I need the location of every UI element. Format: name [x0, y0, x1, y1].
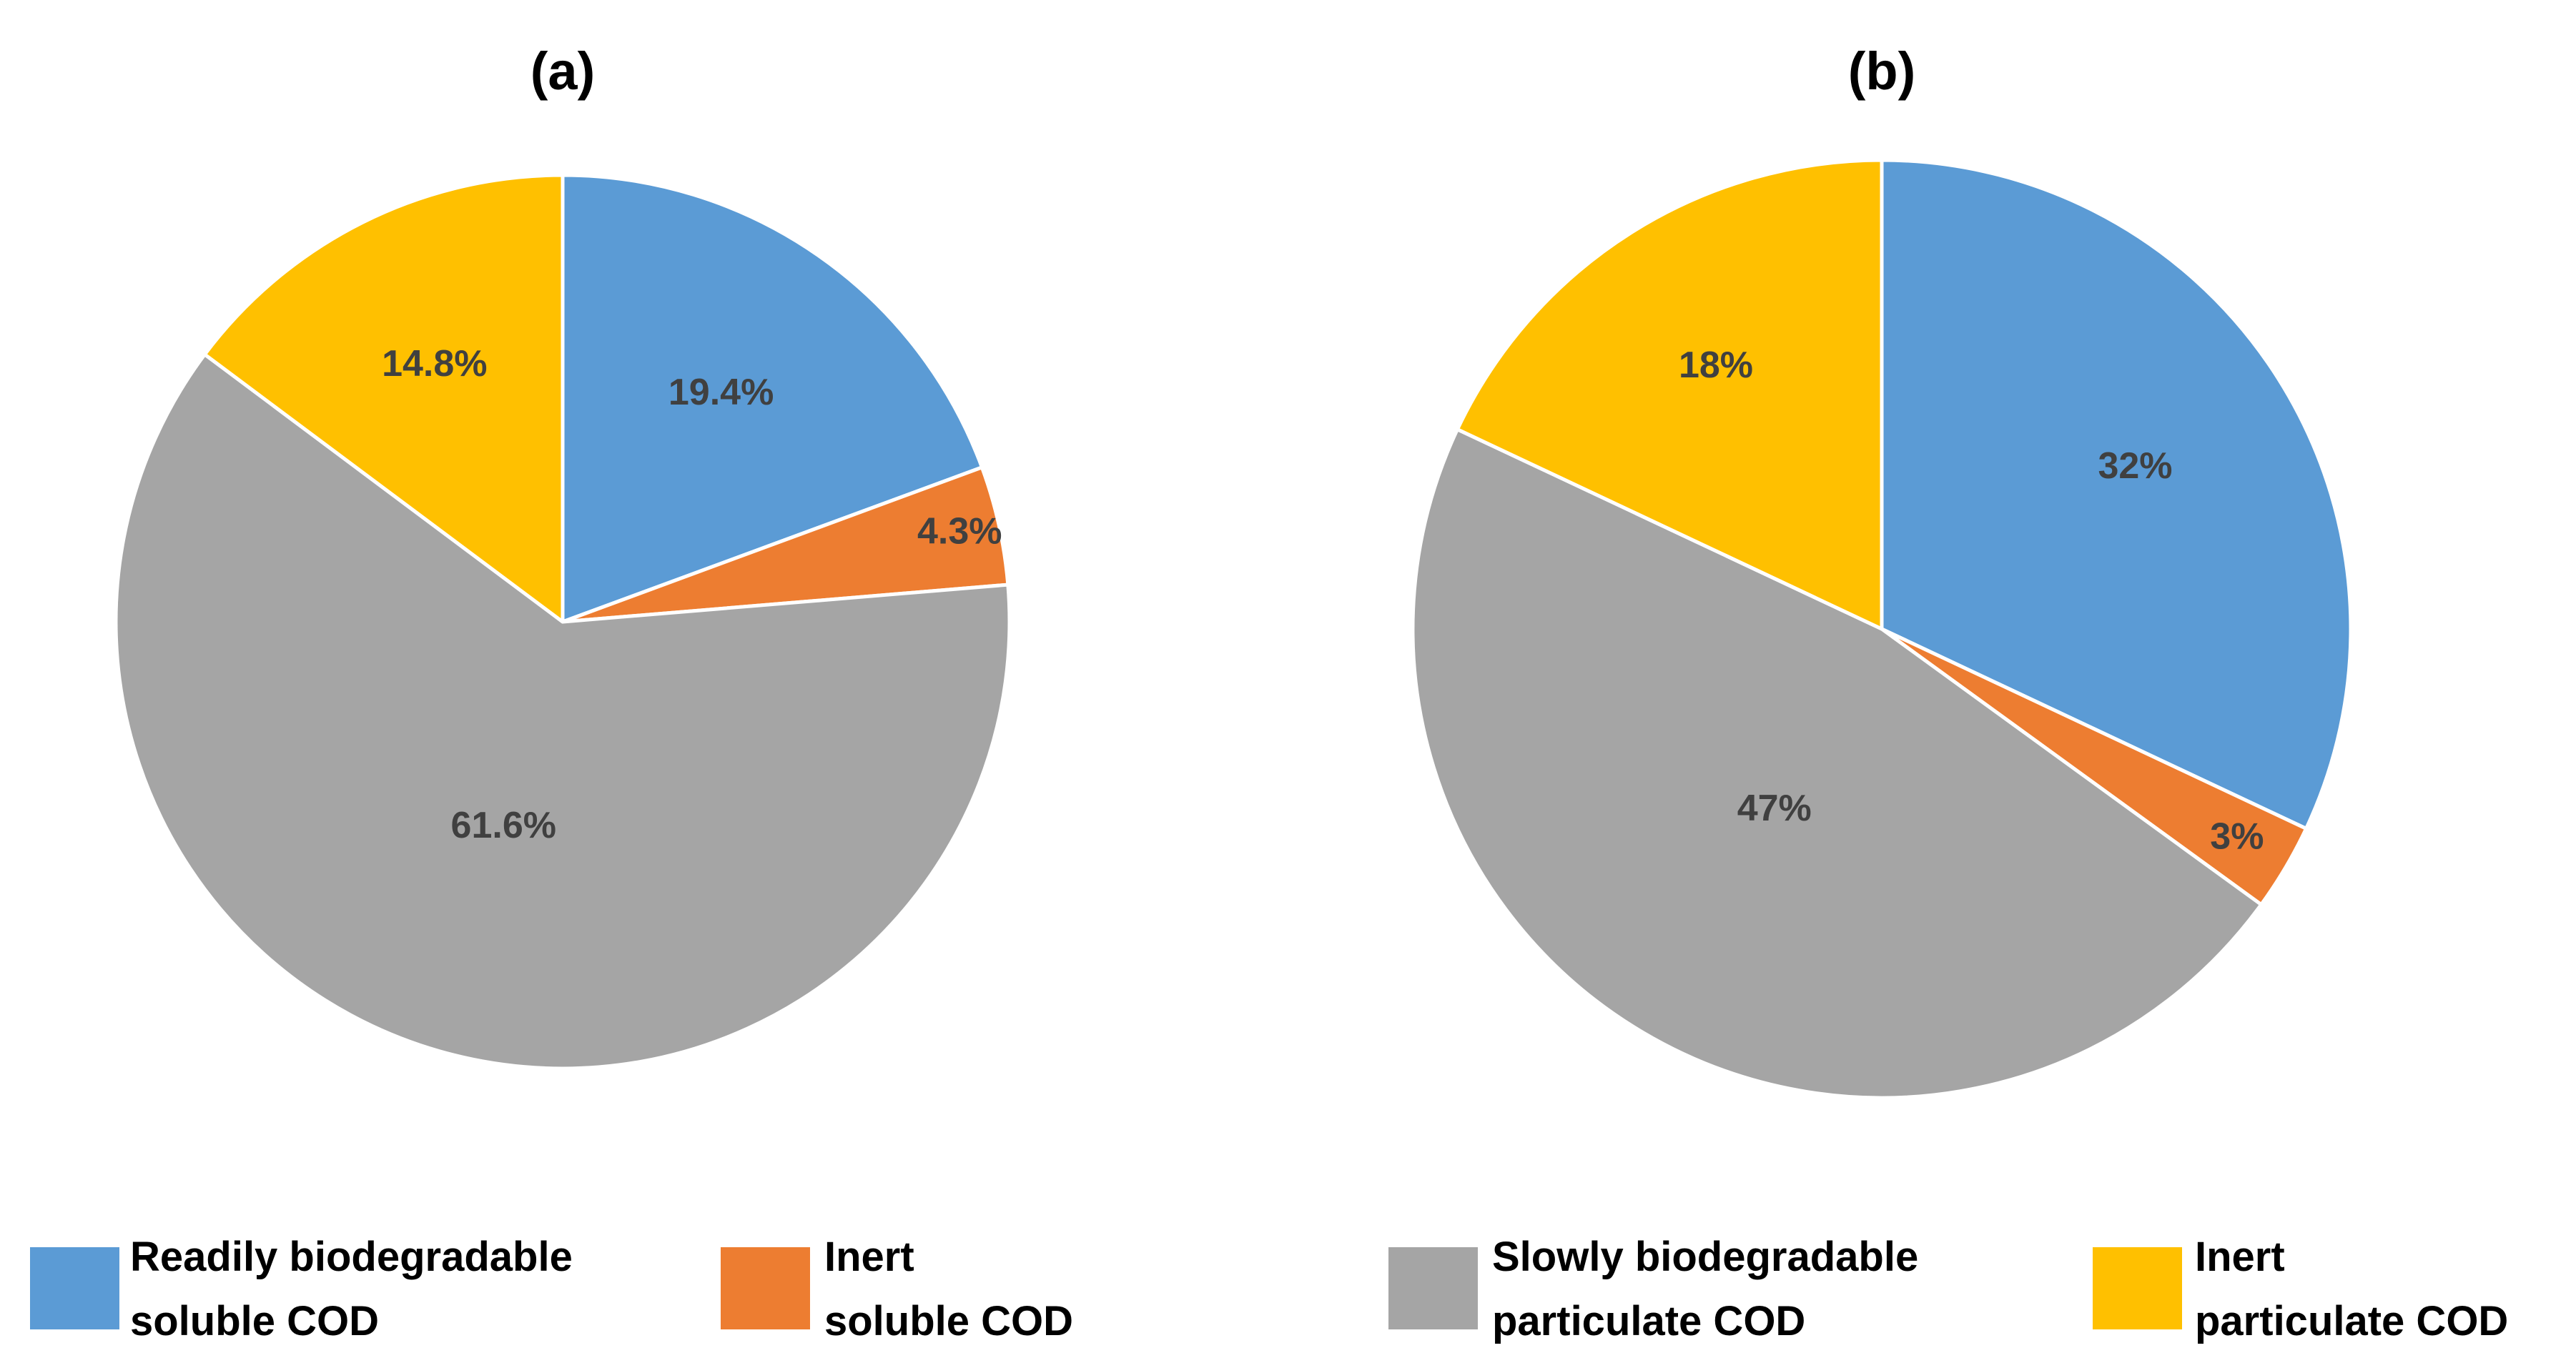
legend-swatch-blue: [30, 1247, 119, 1329]
legend: Readily biodegradable soluble COD Inert …: [30, 1234, 2508, 1344]
legend-label-line2: soluble COD: [130, 1298, 379, 1344]
legend-label-line2: particulate COD: [2195, 1298, 2508, 1344]
pie-slice-inert-particulate-cod: [202, 173, 565, 624]
legend-swatch-orange: [721, 1247, 810, 1329]
legend-label-line1: Inert: [2195, 1234, 2285, 1280]
pie-slice-readily-biodegradable-soluble-cod: [1880, 158, 2353, 831]
legend-label-line2: soluble COD: [824, 1298, 1073, 1344]
data-label-readily-biodegradable-soluble-cod: 32%: [2098, 445, 2172, 487]
pie-slice-inert-soluble-cod: [561, 465, 1010, 624]
panel-title-b: (b): [1848, 41, 1916, 101]
legend-item-slowly-biodegradable-particulate-cod: Slowly biodegradable particulate COD: [1388, 1234, 1918, 1344]
legend-item-inert-particulate-cod: Inert particulate COD: [2093, 1234, 2508, 1344]
pie-chart-a: (a) 19.4% 4.3% 61.6% 14.8%: [114, 41, 1012, 1071]
pie-slices-b: [1411, 158, 2353, 1100]
pie-slice-inert-particulate-cod: [1455, 158, 1884, 631]
data-label-inert-soluble-cod: 4.3%: [917, 511, 1002, 552]
legend-label-line2: particulate COD: [1492, 1298, 1805, 1344]
data-label-inert-particulate-cod: 14.8%: [382, 343, 487, 385]
pie-labels-b: 32% 3% 47% 18%: [1679, 345, 2264, 857]
data-label-slowly-biodegradable-particulate-cod: 47%: [1737, 788, 1812, 829]
pie-labels-a: 19.4% 4.3% 61.6% 14.8%: [382, 343, 1002, 846]
legend-label-line1: Inert: [824, 1234, 914, 1280]
data-label-readily-biodegradable-soluble-cod: 19.4%: [668, 372, 774, 413]
legend-label-line1: Slowly biodegradable: [1492, 1234, 1918, 1280]
data-label-inert-soluble-cod: 3%: [2210, 816, 2264, 858]
legend-swatch-yellow: [2093, 1247, 2182, 1329]
legend-item-readily-biodegradable-soluble-cod: Readily biodegradable soluble COD: [30, 1234, 573, 1344]
pie-slice-slowly-biodegradable-particulate-cod: [114, 352, 1012, 1071]
data-label-inert-particulate-cod: 18%: [1679, 345, 1753, 386]
legend-swatch-gray: [1388, 1247, 1478, 1329]
pie-slice-slowly-biodegradable-particulate-cod: [1411, 427, 2264, 1100]
pie-slice-readily-biodegradable-soluble-cod: [561, 173, 984, 624]
pie-slices-a: [114, 173, 1012, 1071]
data-label-slowly-biodegradable-particulate-cod: 61.6%: [451, 805, 556, 846]
legend-item-inert-soluble-cod: Inert soluble COD: [721, 1234, 1073, 1344]
legend-label-line1: Readily biodegradable: [130, 1234, 573, 1280]
panel-title-a: (a): [531, 41, 595, 101]
pie-chart-b: (b) 32% 3% 47% 18%: [1411, 41, 2353, 1100]
